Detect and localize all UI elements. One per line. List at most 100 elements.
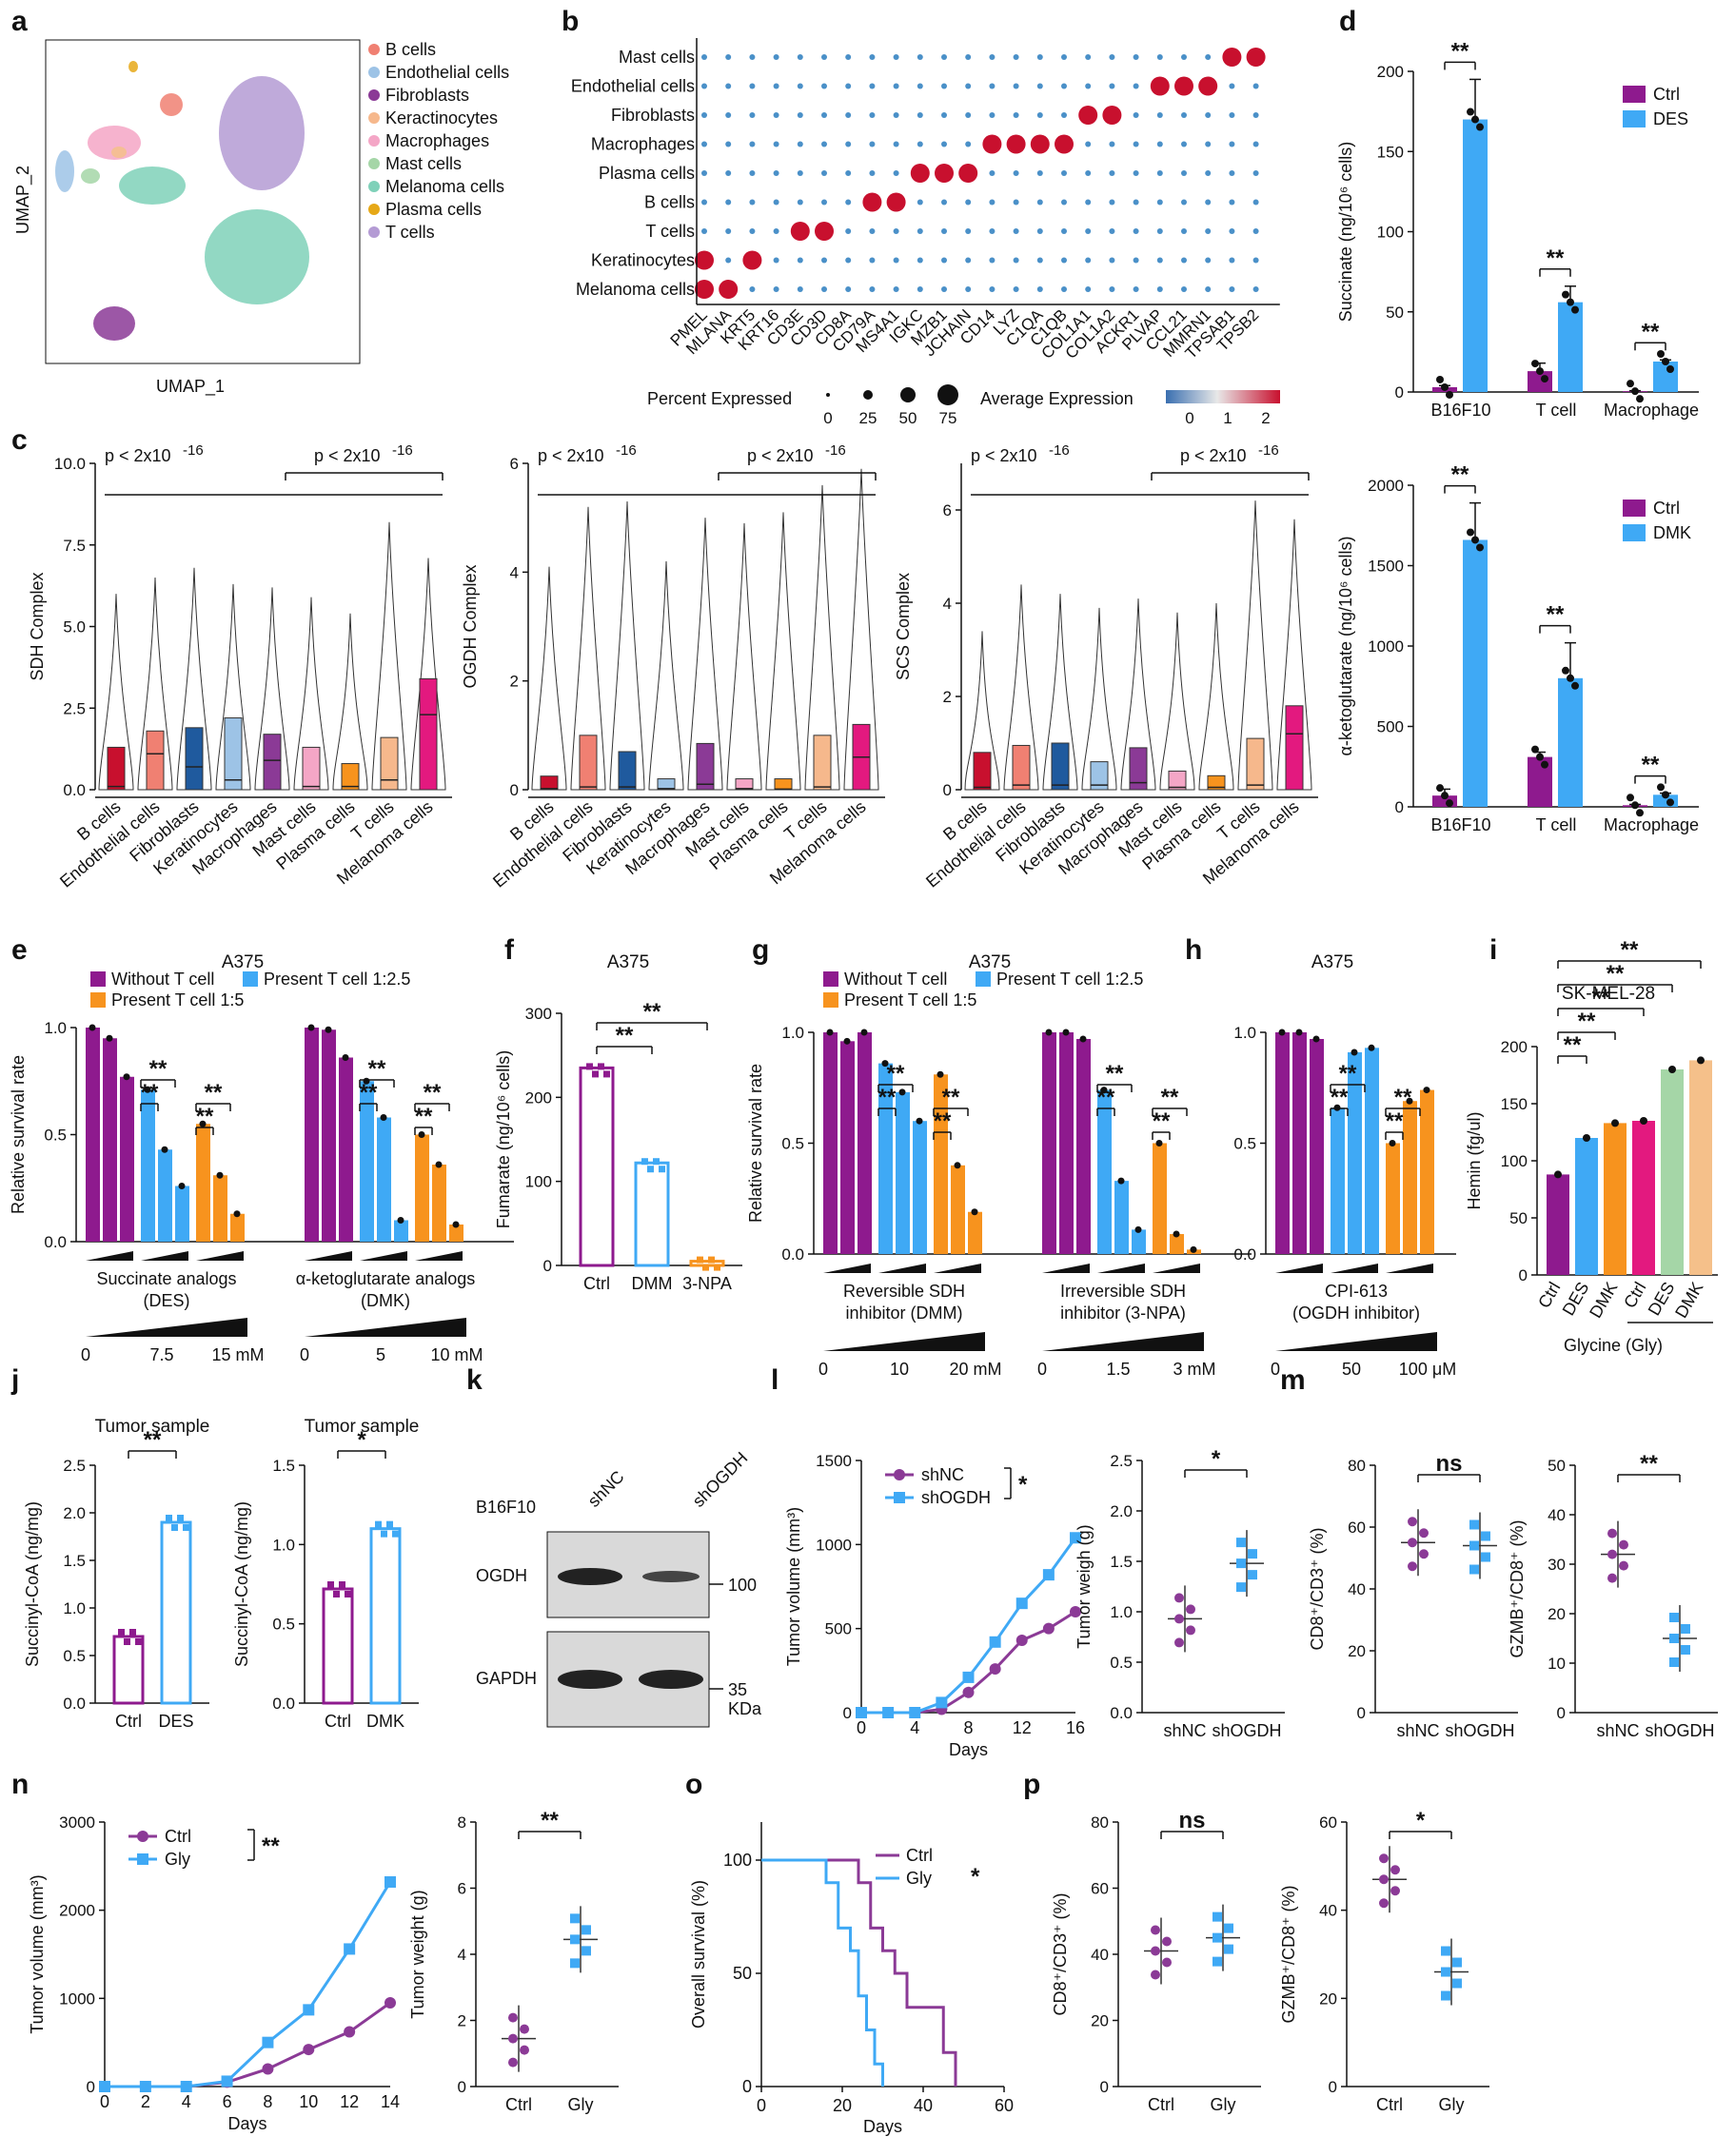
g-sig-a0-sig-label: ** xyxy=(878,1085,897,1110)
e-bar xyxy=(175,1186,189,1242)
dot-point xyxy=(869,112,876,118)
l-point xyxy=(936,1696,948,1709)
dot-point xyxy=(965,141,972,147)
dot-point xyxy=(941,286,947,292)
j0-dot xyxy=(129,1629,136,1636)
dot-point xyxy=(1222,48,1242,67)
i-sig2-sig-label: ** xyxy=(1592,985,1610,1010)
dot-point xyxy=(1109,141,1115,147)
n-weight-point xyxy=(508,2012,518,2023)
umap-legend-dot xyxy=(368,89,380,101)
violin-box xyxy=(185,727,204,791)
e-bar xyxy=(449,1225,463,1242)
m-gzmb-y-tick-label: 20 xyxy=(1548,1605,1566,1623)
g-ylabel: Relative survival rate xyxy=(746,1064,765,1223)
dot-point xyxy=(886,192,906,212)
g-bar xyxy=(951,1165,965,1254)
h-dot xyxy=(1389,1140,1396,1147)
l-point xyxy=(962,1671,975,1683)
succinate-sig-label: ** xyxy=(1451,38,1469,64)
panel-letter-e: e xyxy=(11,934,28,966)
p-gzmb-y-tick-label: 40 xyxy=(1319,1902,1337,1920)
l-y-tick-label: 1000 xyxy=(816,1536,852,1554)
dot-point xyxy=(773,170,779,176)
m-gzmb-category-label: shOGDH xyxy=(1645,1721,1714,1740)
g-dot xyxy=(860,1029,868,1036)
dot-point xyxy=(1205,112,1212,118)
e-y-tick-label: 1.0 xyxy=(44,1019,67,1037)
dot-point xyxy=(1036,170,1043,176)
o-x-tick-label: 20 xyxy=(833,2096,852,2115)
j1-dot xyxy=(339,1581,345,1588)
m-cd8-point xyxy=(1419,1528,1429,1539)
n-weight-ylabel: Tumor weight (g) xyxy=(408,1890,427,2018)
dot-point xyxy=(1229,199,1235,206)
dot-point xyxy=(869,286,876,292)
succinate-dot xyxy=(1446,390,1453,399)
dot-point xyxy=(725,141,732,147)
e-bar xyxy=(415,1134,429,1242)
i-y-tick-label: 50 xyxy=(1509,1209,1528,1227)
m-gzmb-point xyxy=(1607,1549,1617,1559)
j1-bar xyxy=(322,1587,354,1705)
succinate-y-tick-label: 150 xyxy=(1377,143,1404,161)
dot-point xyxy=(725,199,732,206)
h-bar xyxy=(1292,1032,1307,1254)
f-dot xyxy=(647,1166,654,1173)
j0-dot xyxy=(166,1515,172,1521)
g-sig-d1-sig-label: ** xyxy=(1161,1085,1179,1110)
g-conc-label: 1.5 xyxy=(1106,1360,1130,1379)
f-y-tick-label: 300 xyxy=(525,1005,552,1023)
j1-y-tick-label: 1.5 xyxy=(272,1457,295,1475)
dot-point xyxy=(1156,170,1163,176)
dot-point xyxy=(695,280,714,299)
dot-point xyxy=(982,134,1002,154)
j0-dot xyxy=(177,1515,184,1521)
violin-box xyxy=(1246,737,1265,791)
h-sig-b0-sig-label: ** xyxy=(1339,1061,1357,1087)
p-cd8-point xyxy=(1213,1911,1222,1922)
akg-dot xyxy=(1441,792,1449,800)
l-x-tick-label: 8 xyxy=(963,1718,973,1737)
e-bar xyxy=(394,1220,408,1242)
e-sig-a1-sig-label: ** xyxy=(360,1080,378,1106)
dot-color-legend-value: 1 xyxy=(1223,409,1232,427)
violin-pvalue-left-1: p < 2x10 xyxy=(538,446,604,465)
akg-y-tick-label: 2000 xyxy=(1368,477,1404,495)
dot-point xyxy=(1252,286,1259,292)
dot-point xyxy=(965,228,972,234)
j1-dot xyxy=(375,1520,382,1528)
umap-legend-label: Keractinocytes xyxy=(385,108,498,127)
n-weight-sig-label: ** xyxy=(541,1808,559,1833)
l-point xyxy=(909,1707,921,1718)
f-y-tick-label: 100 xyxy=(525,1173,552,1191)
f-dot xyxy=(598,1063,604,1070)
dot-point xyxy=(1085,83,1092,89)
dot-row-label: Melanoma cells xyxy=(576,280,695,299)
akg-dot xyxy=(1571,681,1579,690)
succinate-sig-label: ** xyxy=(1642,319,1660,344)
dot-point xyxy=(701,170,707,176)
dot-point xyxy=(1061,112,1067,118)
g-legend-label: Present T cell 1:2.5 xyxy=(996,970,1143,989)
violin-shape xyxy=(531,566,567,791)
violin-box xyxy=(657,778,676,791)
dot-point xyxy=(1013,199,1019,206)
l-weight-point xyxy=(1236,1582,1246,1593)
umap-legend-label: T cells xyxy=(385,223,435,242)
e-ylabel: Relative survival rate xyxy=(9,1055,28,1214)
f-category-label: Ctrl xyxy=(583,1274,610,1293)
l-x-tick-label: 0 xyxy=(857,1718,866,1737)
e-sig-b0-sig-label: ** xyxy=(149,1056,168,1082)
dot-color-legend-title: Average Expression xyxy=(980,389,1134,408)
g-bar xyxy=(1042,1032,1056,1254)
dot-point xyxy=(845,112,852,118)
dot-point xyxy=(1181,257,1187,264)
m-cd8-point xyxy=(1408,1538,1417,1548)
p-gzmb-y-tick-label: 20 xyxy=(1319,1989,1337,2008)
akg-dot xyxy=(1636,809,1644,817)
p-cd8-point xyxy=(1162,1936,1172,1947)
panel-letter-m: m xyxy=(1280,1364,1306,1396)
dot-point xyxy=(1109,199,1115,206)
g-legend-swatch xyxy=(823,971,838,987)
